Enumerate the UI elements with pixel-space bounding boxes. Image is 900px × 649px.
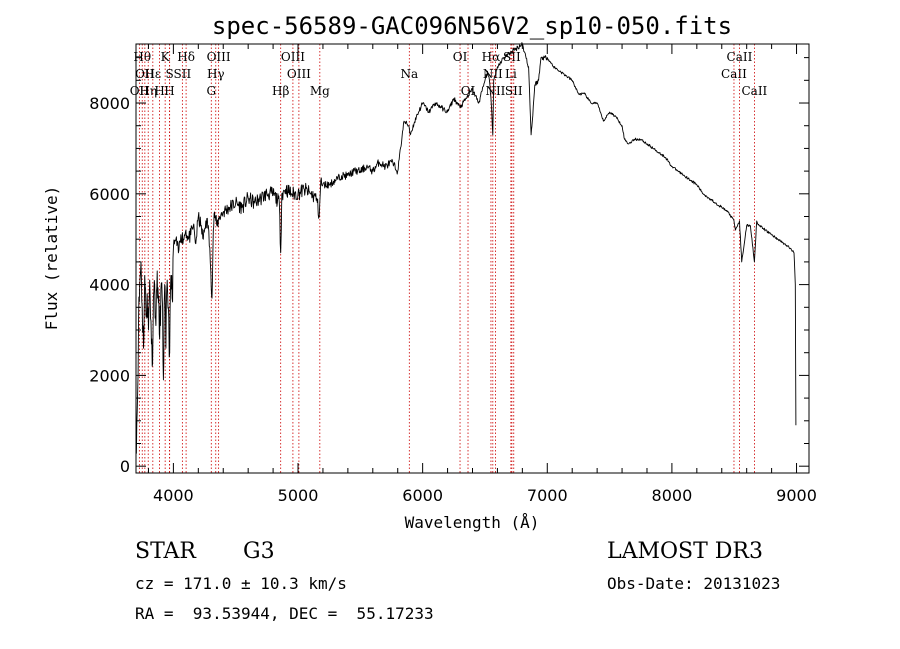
x-tick-label: 4000 [153, 486, 194, 505]
line-label-14: Hβ [272, 84, 289, 98]
object-class: STAR [135, 539, 196, 564]
x-axis-label: Wavelength (Å) [405, 513, 540, 532]
spectrum-series [135, 42, 797, 454]
spectrum-line [135, 42, 797, 454]
line-label-20: OI [461, 84, 476, 98]
line-label-27: CaII [721, 67, 747, 81]
line-label-6: K [161, 50, 171, 64]
line-label-24: Li [505, 67, 517, 81]
object-subclass: G3 [243, 539, 275, 564]
line-label-8: S [166, 67, 174, 81]
line-label-2: OII [135, 67, 155, 81]
y-tick-label: 6000 [89, 185, 130, 204]
line-label-5: H [154, 84, 164, 98]
line-label-11: G [206, 84, 216, 98]
y-tick-label: 0 [120, 457, 130, 476]
y-tick-label: 8000 [89, 94, 130, 113]
line-label-19: OI [453, 50, 468, 64]
x-tick-label: 8000 [652, 486, 693, 505]
y-tick-label: 4000 [89, 276, 130, 295]
x-tick-label: 7000 [527, 486, 568, 505]
line-label-13: OIII [207, 50, 231, 64]
line-label-23: NII [485, 84, 505, 98]
line-label-10: Hδ [177, 50, 195, 64]
line-label-17: Mg [310, 84, 330, 98]
y-axis-label: Flux (relative) [42, 186, 61, 331]
y-tick-label: 2000 [89, 366, 130, 385]
x-tick-label: 5000 [278, 486, 319, 505]
x-axis-ticks: 4000 5000 6000 7000 8000 9000 [147, 44, 817, 505]
chart-title: spec-56589-GAC096N56V2_sp10-050.fits [212, 12, 732, 40]
line-label-4: Hε [144, 67, 161, 81]
line-label-29: CaII [741, 84, 767, 98]
line-label-15: OIII [281, 50, 305, 64]
y-axis-ticks: 0 2000 4000 6000 8000 [89, 57, 809, 476]
line-label-22: NII [483, 67, 503, 81]
line-label-0: OII [130, 84, 150, 98]
line-label-1: Hθ [133, 50, 151, 64]
x-tick-label: 6000 [402, 486, 443, 505]
line-label-9: SII [174, 67, 192, 81]
x-tick-label: 9000 [776, 486, 817, 505]
obs-date: Obs-Date: 20131023 [607, 574, 781, 593]
line-label-26: SII [505, 84, 523, 98]
line-label-21: Hα [482, 50, 501, 64]
line-label-28: CaII [727, 50, 753, 64]
line-label-12: Hγ [207, 67, 225, 81]
line-label-18: Na [400, 67, 418, 81]
plot-frame [135, 43, 810, 474]
coordinates: RA = 93.53944, DEC = 55.17233 [135, 604, 434, 623]
redshift-text: cz = 171.0 ± 10.3 km/s [135, 574, 347, 593]
survey-name: LAMOST DR3 [607, 539, 763, 564]
line-label-16: OIII [287, 67, 311, 81]
